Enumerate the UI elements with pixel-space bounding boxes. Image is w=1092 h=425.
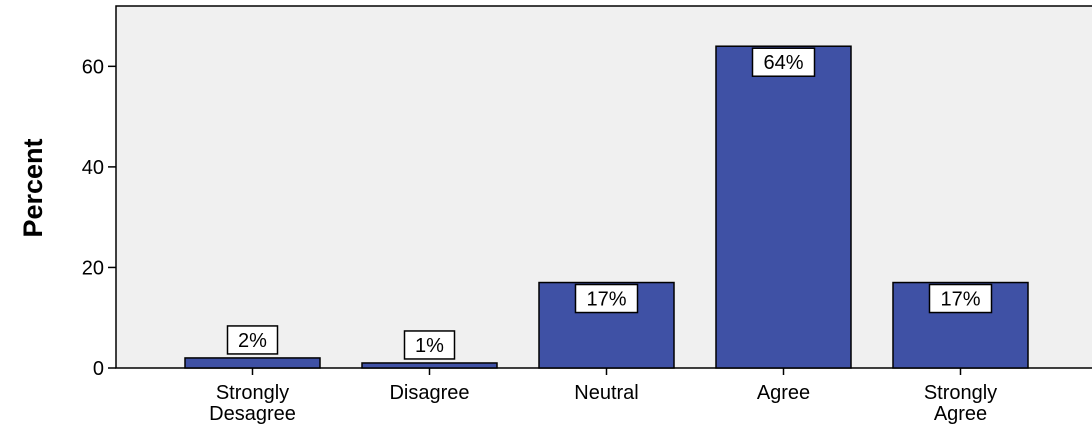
data-label-box bbox=[403, 330, 456, 360]
bars: 2% 1% 17% 64% 17% bbox=[184, 45, 1029, 369]
y-tick-label: 20 bbox=[82, 257, 104, 279]
y-tick-label: 0 bbox=[93, 358, 104, 380]
data-label: 17% bbox=[940, 289, 980, 311]
data-label: 64% bbox=[763, 52, 803, 74]
data-label: 17% bbox=[586, 289, 626, 311]
y-axis-label: Percent bbox=[18, 138, 48, 237]
x-tick-label: Agree bbox=[934, 403, 987, 425]
bar bbox=[361, 362, 498, 369]
x-tick-label: Agree bbox=[757, 382, 810, 404]
data-label-box bbox=[574, 283, 639, 314]
y-tick-label: 40 bbox=[82, 157, 104, 179]
y-tick-label: 60 bbox=[82, 56, 104, 78]
x-tick-label: Disagree bbox=[389, 382, 469, 404]
data-label-box bbox=[928, 283, 993, 314]
data-label: 1% bbox=[415, 335, 444, 357]
y-axis: 0 20 40 60 bbox=[82, 56, 116, 380]
x-tick-label: Desagree bbox=[209, 403, 296, 425]
data-label-box bbox=[226, 325, 279, 355]
x-tick-label: Neutral bbox=[574, 382, 638, 404]
bar bbox=[715, 45, 852, 369]
data-label-box bbox=[751, 47, 816, 77]
x-tick-label: Strongly bbox=[924, 382, 997, 404]
data-label: 2% bbox=[238, 330, 267, 352]
x-tick-label: Strongly bbox=[216, 382, 289, 404]
bar bbox=[184, 357, 321, 369]
